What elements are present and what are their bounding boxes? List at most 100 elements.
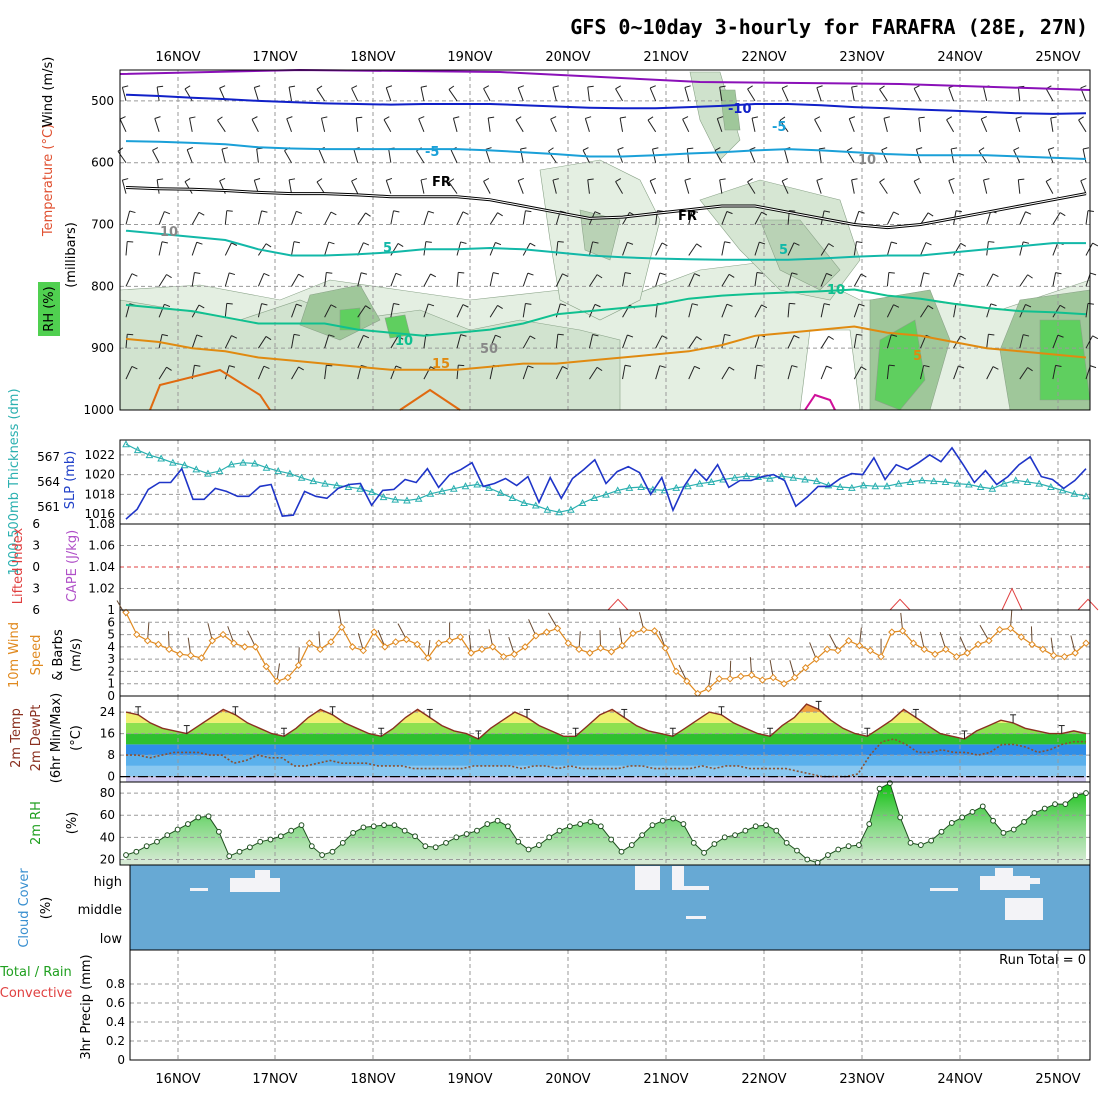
rh-marker xyxy=(339,839,346,846)
wind-barb-flag xyxy=(724,241,731,244)
rh-area xyxy=(126,783,1086,863)
rh-marker xyxy=(825,852,831,858)
wind-barb-flag xyxy=(217,116,223,121)
rh-marker xyxy=(370,823,377,830)
wind-barb xyxy=(918,117,921,132)
rh-marker xyxy=(422,843,429,850)
isotherm-line xyxy=(125,288,1087,337)
wind-barb-flag xyxy=(360,272,368,275)
wind-barb xyxy=(184,181,193,194)
wind-barb xyxy=(1019,211,1026,225)
li-tick-label: 3 xyxy=(32,582,40,596)
rh-shade-region xyxy=(759,219,841,291)
wind-barb-flag xyxy=(263,273,270,277)
cloud-background xyxy=(130,865,1090,950)
wind-barb-flag xyxy=(988,241,995,243)
thickness-marker xyxy=(520,498,528,506)
wind-barb-flag xyxy=(157,85,164,88)
wind-barb-flag xyxy=(983,178,990,181)
wind-speed-marker xyxy=(920,645,928,654)
wind-barb-flag xyxy=(692,210,699,213)
wind-barb-flag xyxy=(717,116,724,120)
wind-barb-flag xyxy=(888,364,895,367)
pressure-tick-label: 900 xyxy=(91,341,114,355)
wind-barb xyxy=(257,303,263,318)
wind-barb-flag xyxy=(615,178,621,182)
label-cloud-cover: Cloud Cover xyxy=(17,868,32,948)
temp-band xyxy=(126,733,1086,745)
wind-barb xyxy=(619,117,624,132)
wind-barb-flag xyxy=(684,85,691,88)
upper-air-panel: 500 600 700 800 900 1000 -10 -5 -5 FR FR 10 5 5 10 10 15… xyxy=(83,68,1099,417)
wind-barb-10m xyxy=(548,612,558,629)
wind-barb-10m xyxy=(357,633,364,651)
wind-barb-flag xyxy=(1015,116,1022,119)
pressure-tick-label: 800 xyxy=(91,279,114,293)
wind-barb xyxy=(1015,118,1021,132)
thickness-marker xyxy=(1023,477,1032,485)
wind-barb xyxy=(420,87,425,102)
wind-speed-marker xyxy=(489,643,497,651)
wind-barb xyxy=(385,180,392,194)
wind-barb-flag xyxy=(286,116,293,120)
thickness-marker xyxy=(730,473,739,481)
thickness-marker xyxy=(789,473,798,481)
wind-barb xyxy=(688,366,695,380)
bottom-date-tick: 16NOV xyxy=(155,1072,200,1087)
wind-speed-marker xyxy=(823,645,831,654)
wind-barb xyxy=(649,87,657,102)
wind-barb-flag xyxy=(927,305,934,310)
wind-speed-marker xyxy=(877,652,885,661)
wind-barb-flag xyxy=(552,178,559,181)
thickness-tick-label: 564 xyxy=(37,475,60,489)
wind-barb-flag xyxy=(988,333,995,336)
slp-line xyxy=(125,446,1087,520)
thickness-marker xyxy=(133,446,142,454)
cloud-block xyxy=(995,868,1013,876)
thickness-marker xyxy=(496,488,505,496)
wind-barb xyxy=(158,241,163,256)
wind-barb xyxy=(754,241,760,256)
wind-barb-flag xyxy=(164,303,171,308)
wind-barb-flag xyxy=(263,365,270,370)
wind-tick-label: 2 xyxy=(107,664,115,678)
wind-barb-flag xyxy=(687,147,694,150)
wind-barb xyxy=(983,179,988,194)
label-2m-rh: 2m RH xyxy=(29,801,44,845)
slp-tick-label: 1016 xyxy=(84,507,115,521)
wind-speed-marker xyxy=(197,654,206,662)
wind-speed-marker xyxy=(618,641,626,650)
thickness-marker xyxy=(836,482,844,491)
wind-barb xyxy=(489,335,496,349)
wind-barb xyxy=(919,365,925,380)
wind-barb xyxy=(684,180,690,194)
wind-barb xyxy=(953,303,957,318)
label-total-rain: Total / Rain xyxy=(0,965,72,980)
wind-barb-flag xyxy=(383,116,390,121)
wind-barb xyxy=(186,149,193,163)
wind-speed-marker xyxy=(812,655,821,663)
li-tick-label: 6 xyxy=(32,517,40,531)
wind-speed-marker xyxy=(532,632,540,640)
wind-barb xyxy=(483,88,491,102)
wind-barb xyxy=(1017,86,1021,101)
wind-barb-10m xyxy=(829,634,839,651)
wind-barb-flag xyxy=(316,85,323,90)
wind-barb-flag xyxy=(659,272,666,276)
wind-barb xyxy=(589,367,598,380)
thickness-marker xyxy=(508,493,517,501)
wind-barb xyxy=(416,150,425,163)
wind-barb-flag xyxy=(550,116,557,120)
wind-barb xyxy=(456,334,462,349)
wind-barb xyxy=(820,273,827,287)
wind-barb-flag xyxy=(846,147,853,152)
wind-barb xyxy=(1085,303,1089,318)
wind-speed-marker xyxy=(844,637,853,645)
wind-speed-marker xyxy=(1071,649,1079,657)
thickness-marker xyxy=(1000,479,1008,487)
wind-barb xyxy=(1052,334,1059,349)
wind-barb-flag xyxy=(326,271,333,274)
wind-barb-flag xyxy=(918,116,925,119)
rh-marker xyxy=(618,848,625,855)
wind-speed-marker xyxy=(586,649,594,657)
